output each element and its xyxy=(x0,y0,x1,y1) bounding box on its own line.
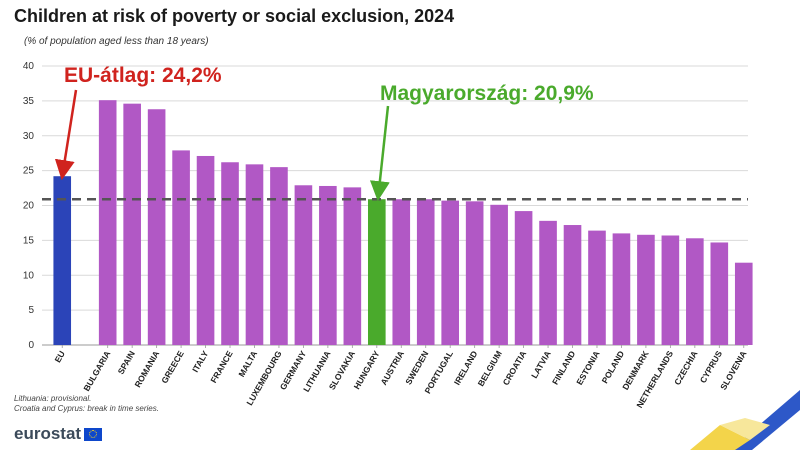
bar-spain xyxy=(123,103,141,345)
bar-czechia xyxy=(686,238,704,345)
bar-bulgaria xyxy=(98,100,117,346)
x-label-estonia: ESTONIA xyxy=(574,349,601,387)
eurostat-logo: eurostat xyxy=(14,424,103,444)
bar-romania xyxy=(147,109,166,346)
bar-poland xyxy=(612,233,631,345)
y-tick-label: 10 xyxy=(23,270,35,281)
hungary-annotation: Magyarország: 20,9% xyxy=(380,82,594,105)
y-tick-label: 20 xyxy=(23,201,35,212)
x-label-croatia: CROATIA xyxy=(501,349,529,387)
bar-croatia xyxy=(514,211,533,345)
bar-belgium xyxy=(490,204,508,345)
bar-netherlands xyxy=(661,235,680,345)
bar-slovakia xyxy=(343,187,362,345)
y-axis-ticks: 0 5 10 15 20 25 30 35 40 xyxy=(23,61,35,351)
y-tick-label: 35 xyxy=(23,96,35,107)
x-label-ireland: IRELAND xyxy=(452,349,480,387)
bar-luxembourg xyxy=(270,167,288,345)
x-label-romania: ROMANIA xyxy=(132,349,161,389)
x-label-poland: POLAND xyxy=(600,349,627,385)
bar-austria xyxy=(392,199,411,345)
bar-greece xyxy=(172,150,190,345)
bar-estonia xyxy=(588,230,606,345)
bar-eu xyxy=(53,176,72,345)
chart-subtitle: (% of population aged less than 18 years… xyxy=(24,36,209,47)
bar-germany xyxy=(294,185,313,345)
y-tick-label: 30 xyxy=(23,131,35,142)
bar-hungary xyxy=(367,199,386,345)
x-label-malta: MALTA xyxy=(236,349,259,379)
bars xyxy=(53,100,753,346)
bar-lithuania xyxy=(319,185,337,345)
bar-portugal xyxy=(441,200,460,345)
bar-sweden xyxy=(416,199,435,345)
y-tick-label: 0 xyxy=(28,340,34,351)
bar-malta xyxy=(245,164,264,345)
x-label-italy: ITALY xyxy=(190,349,210,374)
chart-title: Children at risk of poverty or social ex… xyxy=(14,6,455,26)
footnote-lithuania: Lithuania: provisional. xyxy=(14,394,92,403)
logo-text: eurostat xyxy=(14,424,82,443)
footnote-croatia-cyprus: Croatia and Cyprus: break in time series… xyxy=(14,404,159,413)
x-label-finland: FINLAND xyxy=(550,349,577,386)
eu-average-annotation: EU-átlag: 24,2% xyxy=(64,64,222,87)
corner-decoration xyxy=(690,390,800,450)
bar-slovenia xyxy=(734,262,753,345)
y-tick-label: 5 xyxy=(28,305,34,316)
x-label-bulgaria: BULGARIA xyxy=(81,349,112,393)
eu-arrow xyxy=(54,89,78,181)
bar-france xyxy=(221,162,239,345)
bar-cyprus xyxy=(710,242,729,345)
y-tick-label: 25 xyxy=(23,166,35,177)
x-label-france: FRANCE xyxy=(208,349,235,385)
x-label-greece: GREECE xyxy=(159,349,186,385)
eu-flag-icon xyxy=(84,427,103,441)
x-label-latvia: LATVIA xyxy=(529,349,553,380)
x-label-eu: EU xyxy=(52,349,67,364)
x-label-sweden: SWEDEN xyxy=(403,349,430,386)
annotation-arrows xyxy=(54,89,390,202)
x-label-austria: AUSTRIA xyxy=(378,349,406,387)
x-label-spain: SPAIN xyxy=(116,349,137,376)
bar-latvia xyxy=(539,220,557,345)
bar-denmark xyxy=(637,234,655,345)
y-tick-label: 40 xyxy=(23,61,35,72)
footnotes: Lithuania: provisional. Croatia and Cypr… xyxy=(14,394,159,414)
bar-finland xyxy=(563,225,582,345)
hungary-arrow xyxy=(369,105,390,202)
y-tick-label: 15 xyxy=(23,235,35,246)
bar-italy xyxy=(196,155,215,345)
bar-ireland xyxy=(465,201,484,345)
